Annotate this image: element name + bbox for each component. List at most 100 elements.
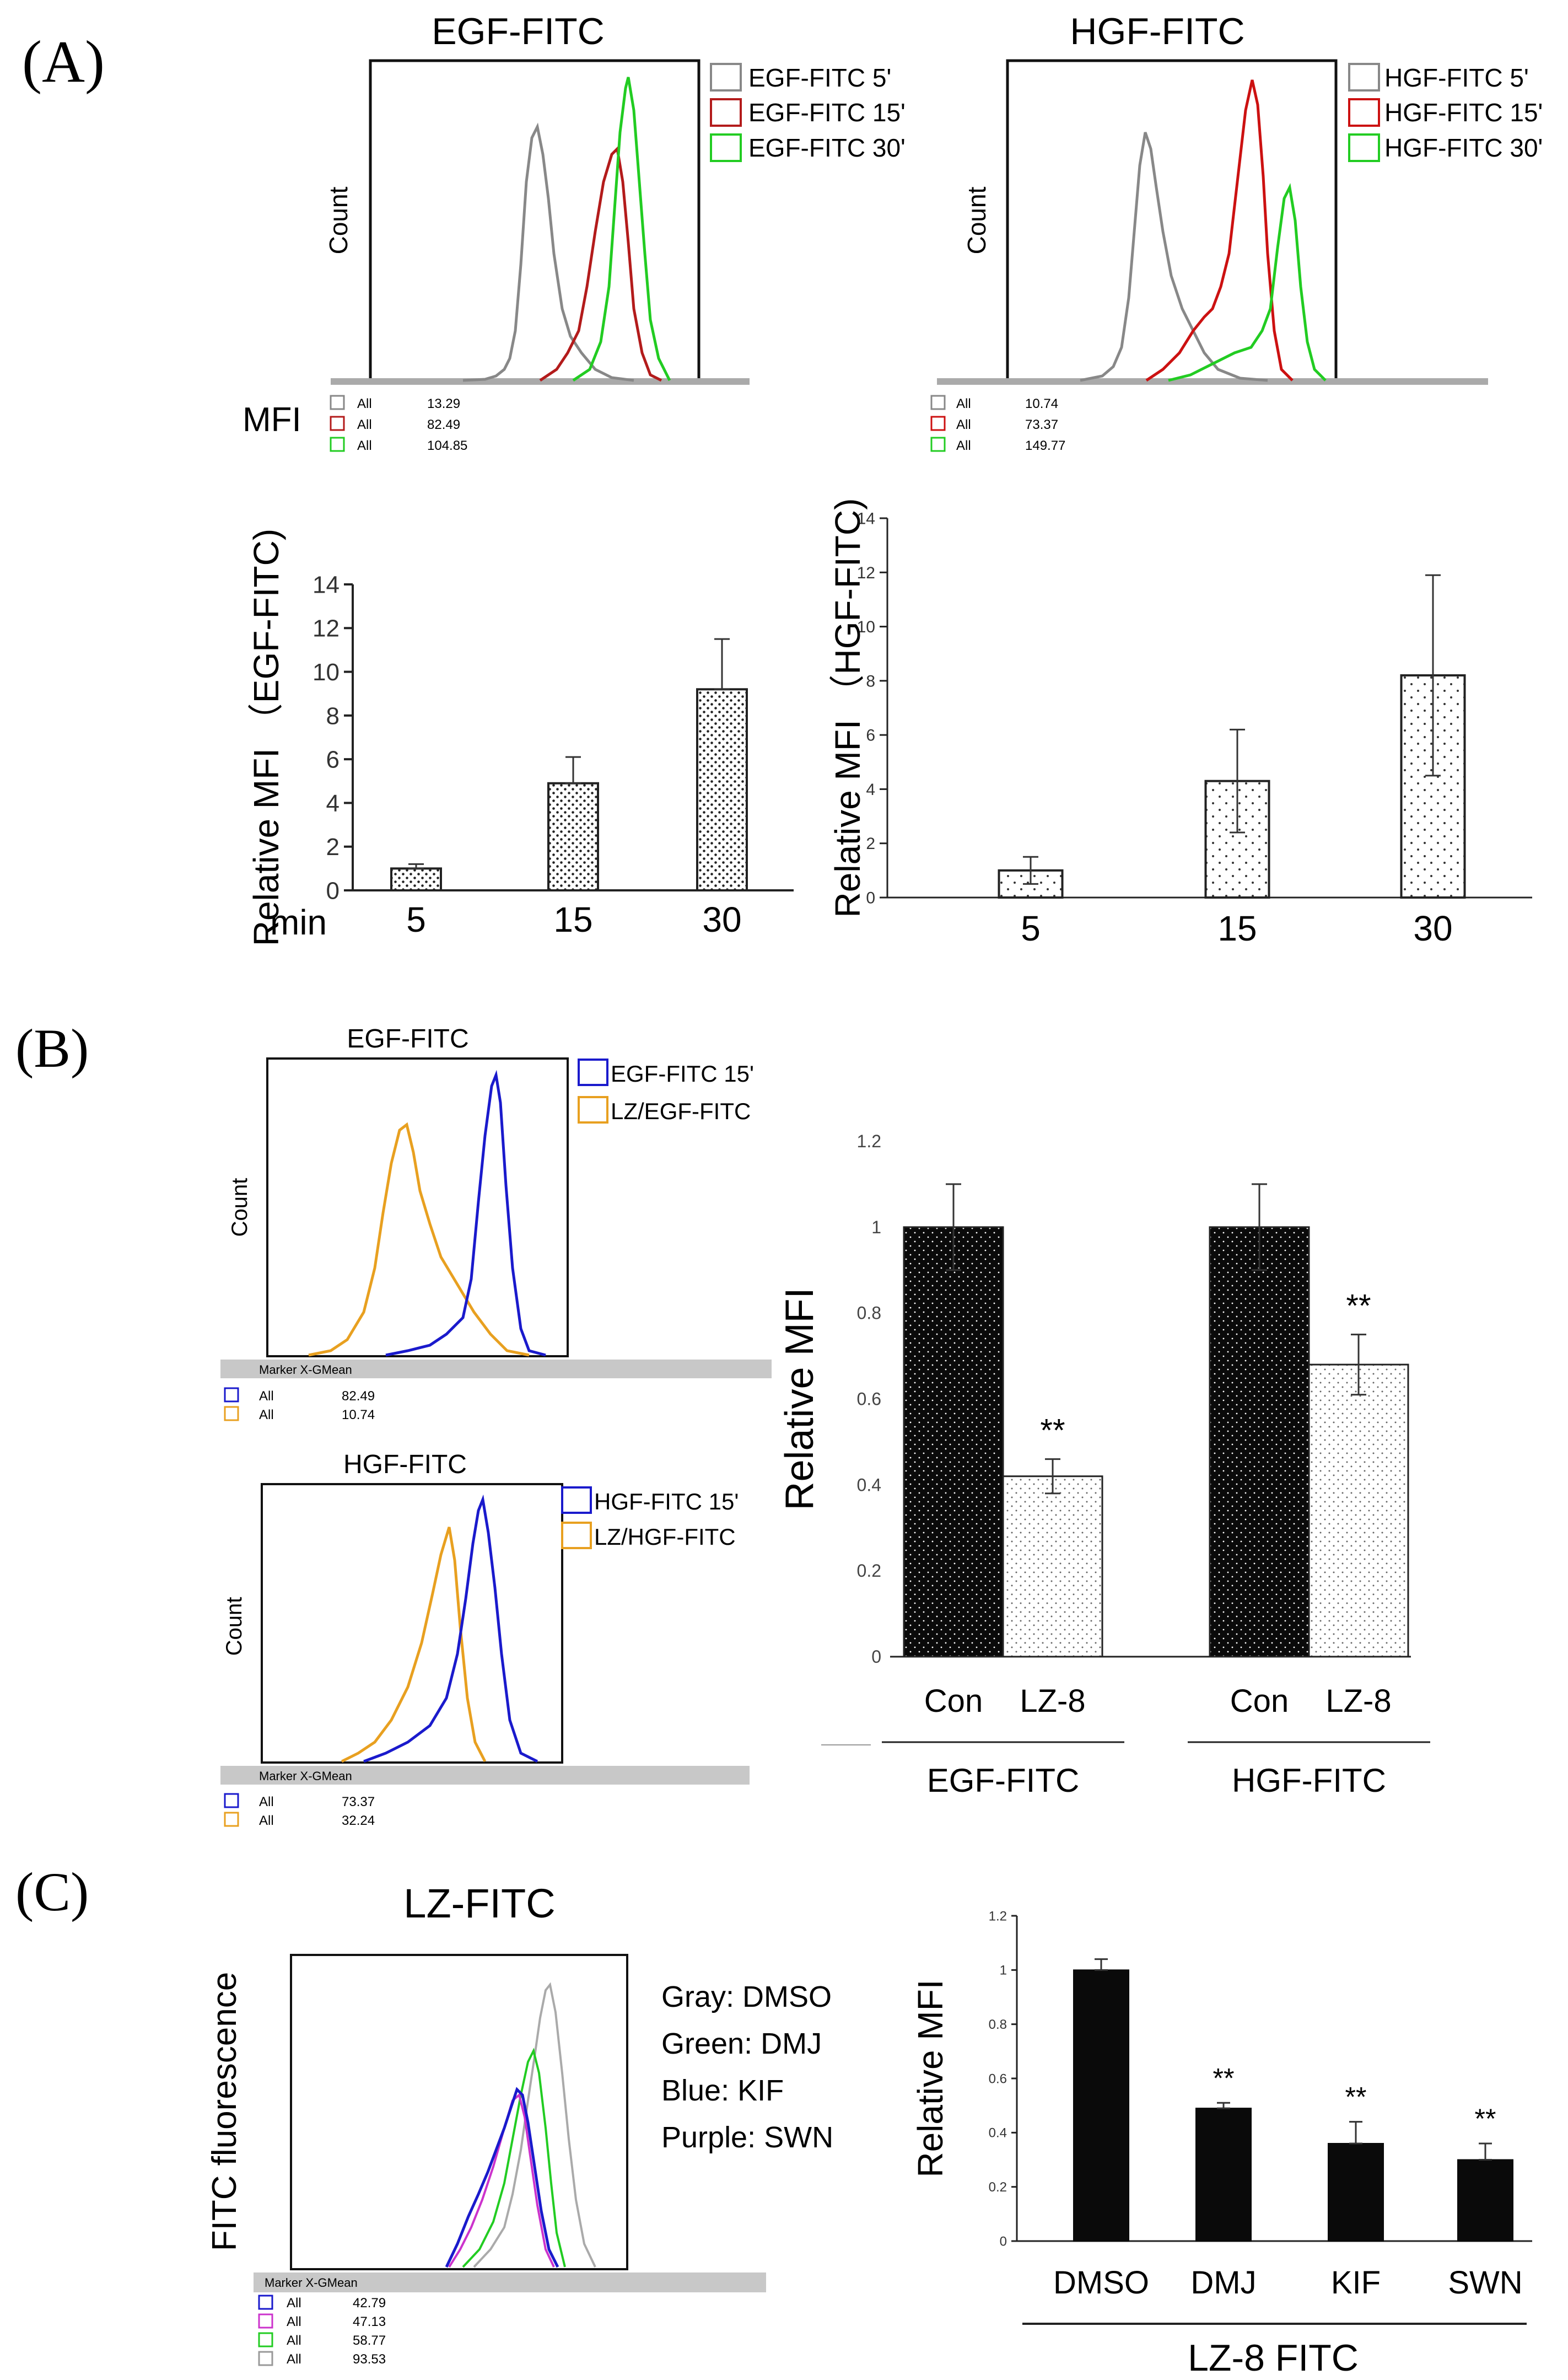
- legend-line: Blue: KIF: [661, 2074, 784, 2107]
- y-tick-label: 0.8: [989, 2017, 1007, 2032]
- legend-swatch: [710, 133, 742, 162]
- significance-mark: **: [1345, 2082, 1367, 2113]
- y-axis-label: Relative MFI: [778, 1287, 822, 1510]
- x-tick-label: KIF: [1331, 2265, 1381, 2301]
- histogram-title: HGF-FITC: [343, 1450, 467, 1479]
- y-tick-label: 4: [326, 790, 340, 817]
- y-tick-label: 6: [326, 746, 340, 773]
- bar: [547, 782, 599, 891]
- legend-line: Green: DMJ: [661, 2027, 822, 2060]
- significance-mark: **: [1213, 2062, 1235, 2093]
- y-tick-label: 0.2: [989, 2180, 1007, 2195]
- bar: [1457, 2159, 1513, 2242]
- histogram-stats: All 42.79 All 47.13 All 58.77 All 93.53: [258, 2295, 386, 2367]
- legend-label: HGF-FITC 5': [1384, 63, 1529, 92]
- stat-swatch: [330, 395, 345, 410]
- stat-name: All: [259, 1813, 274, 1828]
- stat-name: All: [287, 2296, 301, 2311]
- bar: [1195, 2108, 1252, 2242]
- stat-name: All: [357, 396, 372, 411]
- bar: [696, 688, 748, 892]
- stat-name: All: [956, 438, 971, 453]
- stat-swatch: [224, 1406, 239, 1421]
- stat-name: All: [956, 396, 971, 411]
- bar: [903, 1226, 1004, 1658]
- histogram-stats: All 82.49 All 10.74: [224, 1387, 375, 1422]
- hgf-30min-curve: [1168, 183, 1327, 382]
- histogram-title: EGF-FITC: [432, 10, 605, 52]
- legend-line: Gray: DMSO: [661, 1980, 832, 2013]
- y-tick-label: 8: [866, 672, 875, 690]
- stat-name: All: [259, 1389, 274, 1404]
- stat-value: 58.77: [353, 2333, 386, 2348]
- stat-swatch: [930, 416, 946, 431]
- stat-value: 10.74: [342, 1407, 375, 1422]
- y-tick-label: 0: [871, 1647, 881, 1667]
- panel-b-egf-histogram: EGF-FITC Marker X-GMean Count EGF-FITC 1…: [220, 1024, 772, 1422]
- bar: [1308, 1363, 1409, 1658]
- histogram-y-label: Count: [962, 186, 991, 254]
- stat-value: 149.77: [1025, 438, 1065, 453]
- legend-swatch: [1348, 63, 1380, 92]
- legend-label: EGF-FITC 5': [748, 63, 891, 92]
- histogram-title: LZ-FITC: [403, 1881, 555, 1926]
- y-axis-label: Relative MFI: [910, 1979, 950, 2177]
- histogram-legend: EGF-FITC 15' LZ/EGF-FITC: [578, 1059, 754, 1124]
- y-tick-label: 2: [866, 835, 875, 853]
- egf-5min-curve: [462, 122, 634, 382]
- stat-swatch: [224, 1793, 239, 1808]
- histogram-legend: HGF-FITC 15' LZ/HGF-FITC: [561, 1486, 739, 1550]
- legend-swatch: [1348, 98, 1380, 127]
- panel-c-histogram: LZ-FITC Marker X-GMean FITC fluorescence…: [206, 1881, 833, 2367]
- stats-header: Marker X-GMean: [265, 2276, 358, 2290]
- stats-header: Marker X-GMean: [259, 1769, 352, 1783]
- stat-value: 42.79: [353, 2296, 386, 2311]
- histogram-frame: [1006, 59, 1338, 383]
- x-tick-label: 15: [553, 900, 592, 939]
- legend-label: EGF-FITC 30': [748, 133, 906, 162]
- legend-line: Purple: SWN: [661, 2121, 833, 2154]
- histogram-stats: All 10.74 All 73.37 All 149.77: [930, 395, 1065, 453]
- y-tick-label: 1: [1000, 1963, 1007, 1978]
- legend-swatch: [710, 63, 742, 92]
- x-tick-label: 30: [1413, 909, 1452, 948]
- histogram-y-label: Count: [324, 186, 353, 254]
- bar: [1002, 1475, 1103, 1658]
- panel-b-bar-chart: 0 0.2 0.4 0.6 0.8 1 1.2 Relative MFI Con ** LZ-8 EG…: [778, 1131, 1430, 1799]
- dmso-curve: [473, 1982, 596, 2268]
- significance-mark: **: [1475, 2103, 1496, 2134]
- dmj-curve: [462, 2048, 566, 2268]
- histogram-stats-bar: [220, 1360, 772, 1378]
- x-tick-label: SWN: [1448, 2265, 1522, 2301]
- histogram-legend: HGF-FITC 5' HGF-FITC 15' HGF-FITC 30': [1348, 63, 1543, 162]
- panel-b-hgf-histogram: HGF-FITC Marker X-GMean Count HGF-FITC 1…: [220, 1450, 750, 1828]
- histogram-stats-bar: [220, 1766, 750, 1785]
- stat-swatch: [930, 437, 946, 452]
- y-tick-label: 0: [326, 877, 340, 904]
- x-axis-label: min: [270, 902, 327, 942]
- y-tick-label: 8: [326, 702, 340, 729]
- stat-value: 13.29: [427, 396, 460, 411]
- y-tick-label: 0: [866, 889, 875, 907]
- bar: [1328, 2143, 1384, 2242]
- legend-swatch: [561, 1522, 592, 1549]
- legend-label: HGF-FITC 15': [1384, 98, 1543, 127]
- histogram-legend-text: Gray: DMSO Green: DMJ Blue: KIF Purple: …: [661, 1980, 833, 2154]
- stat-name: All: [357, 417, 372, 432]
- histogram-legend: EGF-FITC 5' EGF-FITC 15' EGF-FITC 30': [710, 63, 906, 162]
- group-label: HGF-FITC: [1232, 1762, 1386, 1799]
- egf-30min-curve: [572, 77, 671, 382]
- stat-name: All: [956, 417, 971, 432]
- stat-swatch: [258, 2351, 273, 2366]
- stat-swatch: [330, 437, 345, 452]
- stat-value: 32.24: [342, 1813, 375, 1828]
- y-tick-label: 0.4: [857, 1475, 881, 1495]
- stat-value: 10.74: [1025, 396, 1058, 411]
- x-tick-label: Con: [924, 1683, 983, 1719]
- panel-c-bar-chart: 0 0.2 0.4 0.6 0.8 1 1.2 Relative MFI DMSO ** DMJ **…: [910, 1909, 1532, 2379]
- kif-curve: [445, 2087, 559, 2268]
- histogram-frame: [369, 59, 701, 383]
- stat-value: 73.37: [342, 1795, 375, 1809]
- x-tick-label: DMSO: [1053, 2265, 1149, 2301]
